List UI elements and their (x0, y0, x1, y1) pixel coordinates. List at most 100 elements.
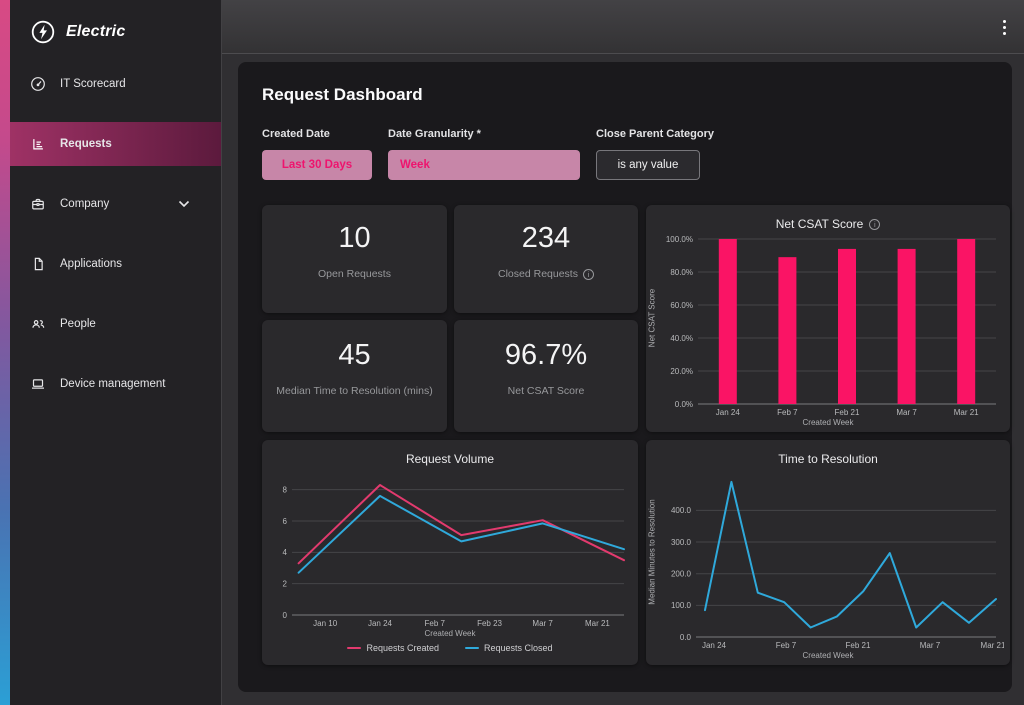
document-icon (29, 255, 47, 273)
svg-text:Mar 7: Mar 7 (920, 641, 941, 650)
kpi-net-csat-score: 96.7% Net CSAT Score (454, 320, 638, 432)
svg-text:8: 8 (283, 485, 288, 494)
x-axis-label: Created Week (802, 651, 854, 660)
page-title: Request Dashboard (262, 85, 423, 104)
kpi-value: 10 (338, 222, 371, 254)
svg-text:100.0%: 100.0% (666, 235, 693, 244)
svg-text:100.0: 100.0 (671, 601, 692, 610)
filter-bar: Created Date Last 30 Days Date Granulari… (262, 128, 714, 180)
svg-text:4: 4 (283, 548, 288, 557)
svg-text:Mar 7: Mar 7 (532, 619, 553, 628)
svg-text:200.0: 200.0 (671, 569, 692, 578)
svg-text:Feb 7: Feb 7 (776, 641, 797, 650)
chevron-down-icon[interactable] (178, 200, 190, 208)
x-axis-label: Created Week (424, 629, 476, 638)
chart-title: Time to Resolution (778, 452, 878, 466)
sidebar-item-label: Device management (60, 378, 166, 390)
svg-text:40.0%: 40.0% (670, 334, 693, 343)
sidebar-item-requests[interactable]: Requests (0, 122, 221, 166)
sidebar-item-label: Company (60, 198, 110, 210)
kpi-label: Open Requests (318, 268, 391, 280)
kpi-label: Closed Requests (498, 268, 578, 280)
brand-logo: Electric (0, 0, 221, 45)
sidebar-item-device-management[interactable]: Device management (0, 362, 221, 406)
request-volume-chart-card: Request Volume 0 2 4 6 8 Jan 10 Jan 24 Feb 7 Feb… (262, 440, 638, 665)
svg-text:0.0%: 0.0% (675, 400, 693, 409)
briefcase-icon (29, 195, 47, 213)
created-date-button[interactable]: Last 30 Days (262, 150, 372, 180)
sidebar-item-label: Applications (60, 258, 123, 270)
sidebar-item-label: People (60, 318, 96, 330)
svg-text:Mar 21: Mar 21 (981, 641, 1004, 650)
svg-text:60.0%: 60.0% (670, 301, 693, 310)
svg-text:Feb 21: Feb 21 (835, 408, 860, 417)
requests-chart-icon (29, 135, 47, 153)
svg-text:Jan 24: Jan 24 (716, 408, 741, 417)
svg-text:Mar 21: Mar 21 (585, 619, 610, 628)
brand-gradient-strip (0, 0, 10, 705)
svg-text:0: 0 (283, 611, 288, 620)
dashboard-panel: Request Dashboard Created Date Last 30 D… (238, 62, 1012, 692)
y-axis-label: Net CSAT Score (647, 288, 657, 347)
svg-text:0.0: 0.0 (680, 633, 692, 642)
legend-item-requests-closed[interactable]: Requests Closed (465, 643, 553, 653)
svg-text:Feb 21: Feb 21 (846, 641, 871, 650)
kpi-closed-requests: 234 Closed Requests i (454, 205, 638, 313)
svg-text:2: 2 (283, 579, 288, 588)
top-bar (222, 0, 1024, 54)
sidebar: Electric IT Scorecard Requests (0, 0, 222, 705)
svg-text:300.0: 300.0 (671, 538, 692, 547)
svg-text:Feb 7: Feb 7 (425, 619, 446, 628)
time-to-resolution-plot: 0.0 100.0 200.0 300.0 400.0 Jan 24 Feb 7 Feb 21… (658, 468, 1004, 651)
sidebar-item-applications[interactable]: Applications (0, 242, 221, 286)
filter-close-parent-category: Close Parent Category is any value (596, 128, 714, 180)
lightning-bolt-icon (30, 19, 56, 45)
close-parent-category-button[interactable]: is any value (596, 150, 700, 180)
kpi-median-time-to-resolution: 45 Median Time to Resolution (mins) (262, 320, 447, 432)
time-to-resolution-chart-card: Time to Resolution Median Minutes to Res… (646, 440, 1010, 665)
sidebar-item-label: Requests (60, 138, 112, 150)
svg-text:6: 6 (283, 517, 288, 526)
kpi-open-requests: 10 Open Requests (262, 205, 447, 313)
chart-title: Request Volume (405, 452, 495, 466)
kpi-label: Net CSAT Score (507, 385, 585, 397)
people-icon (29, 315, 47, 333)
chart-title: Net CSAT Score (775, 217, 864, 231)
y-axis-label: Median Minutes to Resolution (647, 498, 657, 605)
svg-text:Mar 21: Mar 21 (954, 408, 979, 417)
svg-text:Feb 7: Feb 7 (777, 408, 798, 417)
legend-swatch (465, 646, 479, 650)
filter-label: Close Parent Category (596, 128, 714, 140)
svg-text:80.0%: 80.0% (670, 268, 693, 277)
sidebar-item-company[interactable]: Company (0, 182, 221, 226)
kebab-menu-icon[interactable] (997, 20, 1011, 35)
svg-text:Jan 24: Jan 24 (368, 619, 393, 628)
request-volume-plot: 0 2 4 6 8 Jan 10 Jan 24 Feb 7 Feb 23 Mar 7 Mar 21 (268, 468, 632, 629)
svg-text:Jan 10: Jan 10 (313, 619, 338, 628)
kpi-value: 96.7% (504, 339, 588, 371)
legend-swatch (347, 646, 362, 650)
info-icon[interactable]: i (582, 268, 594, 280)
x-axis-label: Created Week (802, 418, 854, 427)
kpi-label: Median Time to Resolution (mins) (276, 385, 433, 397)
svg-text:Mar 7: Mar 7 (896, 408, 917, 417)
svg-text:20.0%: 20.0% (670, 367, 693, 376)
legend-item-requests-created[interactable]: Requests Created (347, 643, 439, 653)
gauge-icon (29, 75, 47, 93)
net-csat-score-chart-card: Net CSAT Score i Net CSAT Score 0.0% 20.0… (646, 205, 1010, 432)
sidebar-item-it-scorecard[interactable]: IT Scorecard (0, 62, 221, 106)
sidebar-item-label: IT Scorecard (60, 78, 126, 90)
svg-text:Feb 23: Feb 23 (477, 619, 502, 628)
filter-label: Date Granularity * (388, 128, 481, 140)
filter-date-granularity: Date Granularity * Week (388, 128, 580, 180)
svg-text:400.0: 400.0 (671, 506, 692, 515)
sidebar-item-people[interactable]: People (0, 302, 221, 346)
kpi-value: 45 (338, 339, 371, 371)
filter-created-date: Created Date Last 30 Days (262, 128, 372, 180)
filter-label: Created Date (262, 128, 330, 140)
info-icon[interactable]: i (869, 218, 881, 230)
kpi-value: 234 (521, 222, 571, 254)
date-granularity-button[interactable]: Week (388, 150, 580, 180)
svg-text:Jan 24: Jan 24 (702, 641, 727, 650)
laptop-icon (29, 375, 47, 393)
